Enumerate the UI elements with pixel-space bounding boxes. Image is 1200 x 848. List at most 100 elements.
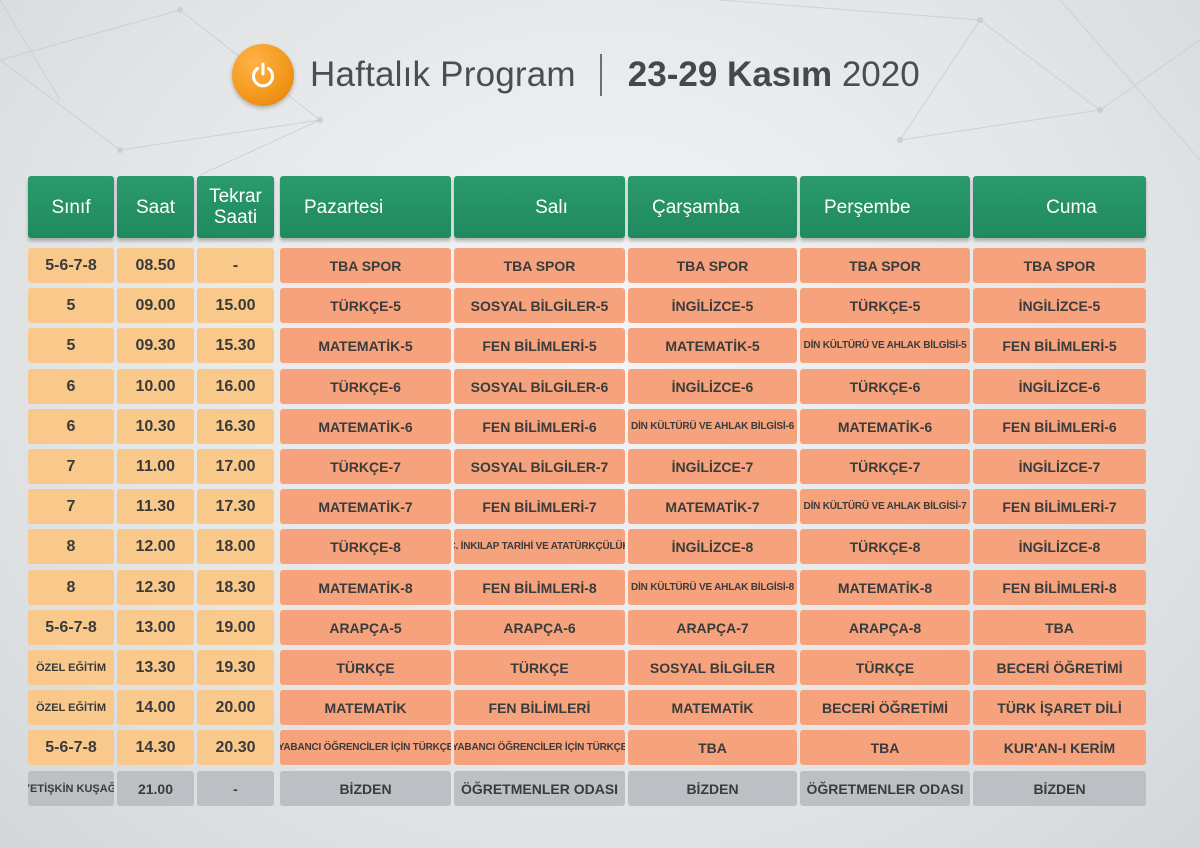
table-cell-saat: 10.30 (117, 409, 194, 444)
table-cell-persembe: TBA (800, 730, 970, 765)
table-cell-pazartesi: MATEMATİK (280, 690, 451, 725)
table-cell-saat: 21.00 (117, 771, 194, 806)
table-cell-cuma: TÜRK İŞARET DİLİ (973, 690, 1146, 725)
table-cell-pazartesi: TÜRKÇE (280, 650, 451, 685)
table-cell-sinif: 5 (28, 288, 114, 323)
table-cell-sinif: 5-6-7-8 (28, 610, 114, 645)
table-cell-saat: 11.00 (117, 449, 194, 484)
table-cell-sinif: ÖZEL EĞİTİM (28, 690, 114, 725)
table-cell-saat: 11.30 (117, 489, 194, 524)
table-cell-persembe: DİN KÜLTÜRÜ VE AHLAK BİLGİSİ-7 (800, 489, 970, 524)
table-cell-carsamba: MATEMATİK (628, 690, 797, 725)
table-cell-pazartesi: MATEMATİK-6 (280, 409, 451, 444)
column-header-persembe: Perşembe (800, 176, 970, 238)
table-cell-tekrar-saati: 15.00 (197, 288, 274, 323)
table-cell-sinif: 6 (28, 369, 114, 404)
table-cell-tekrar-saati: - (197, 771, 274, 806)
table-cell-tekrar-saati: 17.30 (197, 489, 274, 524)
table-cell-sinif: 7 (28, 489, 114, 524)
table-cell-pazartesi: YABANCI ÖĞRENCİLER İÇİN TÜRKÇE (280, 730, 451, 765)
title-separator (599, 54, 602, 96)
table-cell-sinif: 5-6-7-8 (28, 248, 114, 283)
date-range-days: 23-29 Kasım (627, 55, 833, 94)
column-header-tekrar-saati: Tekrar Saati (197, 176, 274, 238)
table-cell-cuma: TBA (973, 610, 1146, 645)
table-cell-saat: 08.50 (117, 248, 194, 283)
table-cell-sinif: 8 (28, 529, 114, 564)
table-cell-carsamba: TBA (628, 730, 797, 765)
table-cell-tekrar-saati: 20.00 (197, 690, 274, 725)
table-cell-pazartesi: TÜRKÇE-7 (280, 449, 451, 484)
table-cell-persembe: TÜRKÇE-7 (800, 449, 970, 484)
table-cell-carsamba: TBA SPOR (628, 248, 797, 283)
table-cell-sinif: 5-6-7-8 (28, 730, 114, 765)
table-cell-saat: 09.30 (117, 328, 194, 363)
table-cell-pazartesi: TÜRKÇE-6 (280, 369, 451, 404)
table-cell-carsamba: MATEMATİK-7 (628, 489, 797, 524)
table-cell-pazartesi: TÜRKÇE-8 (280, 529, 451, 564)
table-cell-sali: ÖĞRETMENLER ODASI (454, 771, 625, 806)
table-cell-persembe: MATEMATİK-6 (800, 409, 970, 444)
table-cell-cuma: İNGİLİZCE-6 (973, 369, 1146, 404)
table-cell-tekrar-saati: 20.30 (197, 730, 274, 765)
table-cell-persembe: TÜRKÇE-8 (800, 529, 970, 564)
table-cell-pazartesi: MATEMATİK-7 (280, 489, 451, 524)
table-cell-sinif: 7 (28, 449, 114, 484)
date-range: 23-29 Kasım 2020 (628, 55, 920, 95)
table-cell-persembe: ÖĞRETMENLER ODASI (800, 771, 970, 806)
table-cell-sali: SOSYAL BİLGİLER-7 (454, 449, 625, 484)
table-cell-cuma: FEN BİLİMLERİ-6 (973, 409, 1146, 444)
table-cell-carsamba: İNGİLİZCE-6 (628, 369, 797, 404)
table-cell-pazartesi: TBA SPOR (280, 248, 451, 283)
table-cell-tekrar-saati: 16.30 (197, 409, 274, 444)
table-cell-sinif: ÖZEL EĞİTİM (28, 650, 114, 685)
table-cell-carsamba: İNGİLİZCE-5 (628, 288, 797, 323)
table-cell-pazartesi: TÜRKÇE-5 (280, 288, 451, 323)
table-cell-tekrar-saati: 15.30 (197, 328, 274, 363)
power-symbol (252, 62, 274, 88)
table-cell-persembe: TBA SPOR (800, 248, 970, 283)
table-cell-saat: 12.00 (117, 529, 194, 564)
table-cell-sali: YABANCI ÖĞRENCİLER İÇİN TÜRKÇE (454, 730, 625, 765)
table-cell-tekrar-saati: 18.30 (197, 570, 274, 605)
column-header-carsamba: Çarşamba (628, 176, 797, 238)
table-cell-pazartesi: ARAPÇA-5 (280, 610, 451, 645)
table-cell-pazartesi: BİZDEN (280, 771, 451, 806)
table-cell-carsamba: ARAPÇA-7 (628, 610, 797, 645)
table-cell-persembe: TÜRKÇE (800, 650, 970, 685)
table-cell-persembe: TÜRKÇE-5 (800, 288, 970, 323)
table-cell-cuma: İNGİLİZCE-5 (973, 288, 1146, 323)
table-cell-persembe: ARAPÇA-8 (800, 610, 970, 645)
table-cell-saat: 13.30 (117, 650, 194, 685)
table-cell-sali: FEN BİLİMLERİ (454, 690, 625, 725)
power-icon (232, 44, 294, 106)
table-cell-tekrar-saati: 17.00 (197, 449, 274, 484)
table-cell-saat: 12.30 (117, 570, 194, 605)
table-cell-cuma: TBA SPOR (973, 248, 1146, 283)
table-cell-saat: 14.00 (117, 690, 194, 725)
table-cell-sinif: 6 (28, 409, 114, 444)
table-cell-saat: 09.00 (117, 288, 194, 323)
table-cell-saat: 14.30 (117, 730, 194, 765)
column-header-sali: Salı (454, 176, 625, 238)
table-cell-cuma: BİZDEN (973, 771, 1146, 806)
table-cell-cuma: FEN BİLİMLERİ-5 (973, 328, 1146, 363)
table-cell-saat: 13.00 (117, 610, 194, 645)
column-header-pazartesi: Pazartesi (280, 176, 451, 238)
table-cell-sali: ARAPÇA-6 (454, 610, 625, 645)
table-cell-carsamba: SOSYAL BİLGİLER (628, 650, 797, 685)
table-cell-persembe: DİN KÜLTÜRÜ VE AHLAK BİLGİSİ-5 (800, 328, 970, 363)
page-title: Haftalık Program (310, 55, 576, 94)
table-cell-sali: T.C. İNKILAP TARİHİ VE ATATÜRKÇÜLÜK-8 (454, 529, 625, 564)
table-cell-carsamba: DİN KÜLTÜRÜ VE AHLAK BİLGİSİ-8 (628, 570, 797, 605)
table-cell-cuma: KUR'AN-I KERİM (973, 730, 1146, 765)
table-cell-pazartesi: MATEMATİK-8 (280, 570, 451, 605)
date-range-year: 2020 (841, 55, 920, 94)
column-header-sinif: Sınıf (28, 176, 114, 238)
table-cell-carsamba: İNGİLİZCE-7 (628, 449, 797, 484)
table-cell-sali: FEN BİLİMLERİ-7 (454, 489, 625, 524)
column-header-cuma: Cuma (973, 176, 1146, 238)
table-cell-carsamba: MATEMATİK-5 (628, 328, 797, 363)
